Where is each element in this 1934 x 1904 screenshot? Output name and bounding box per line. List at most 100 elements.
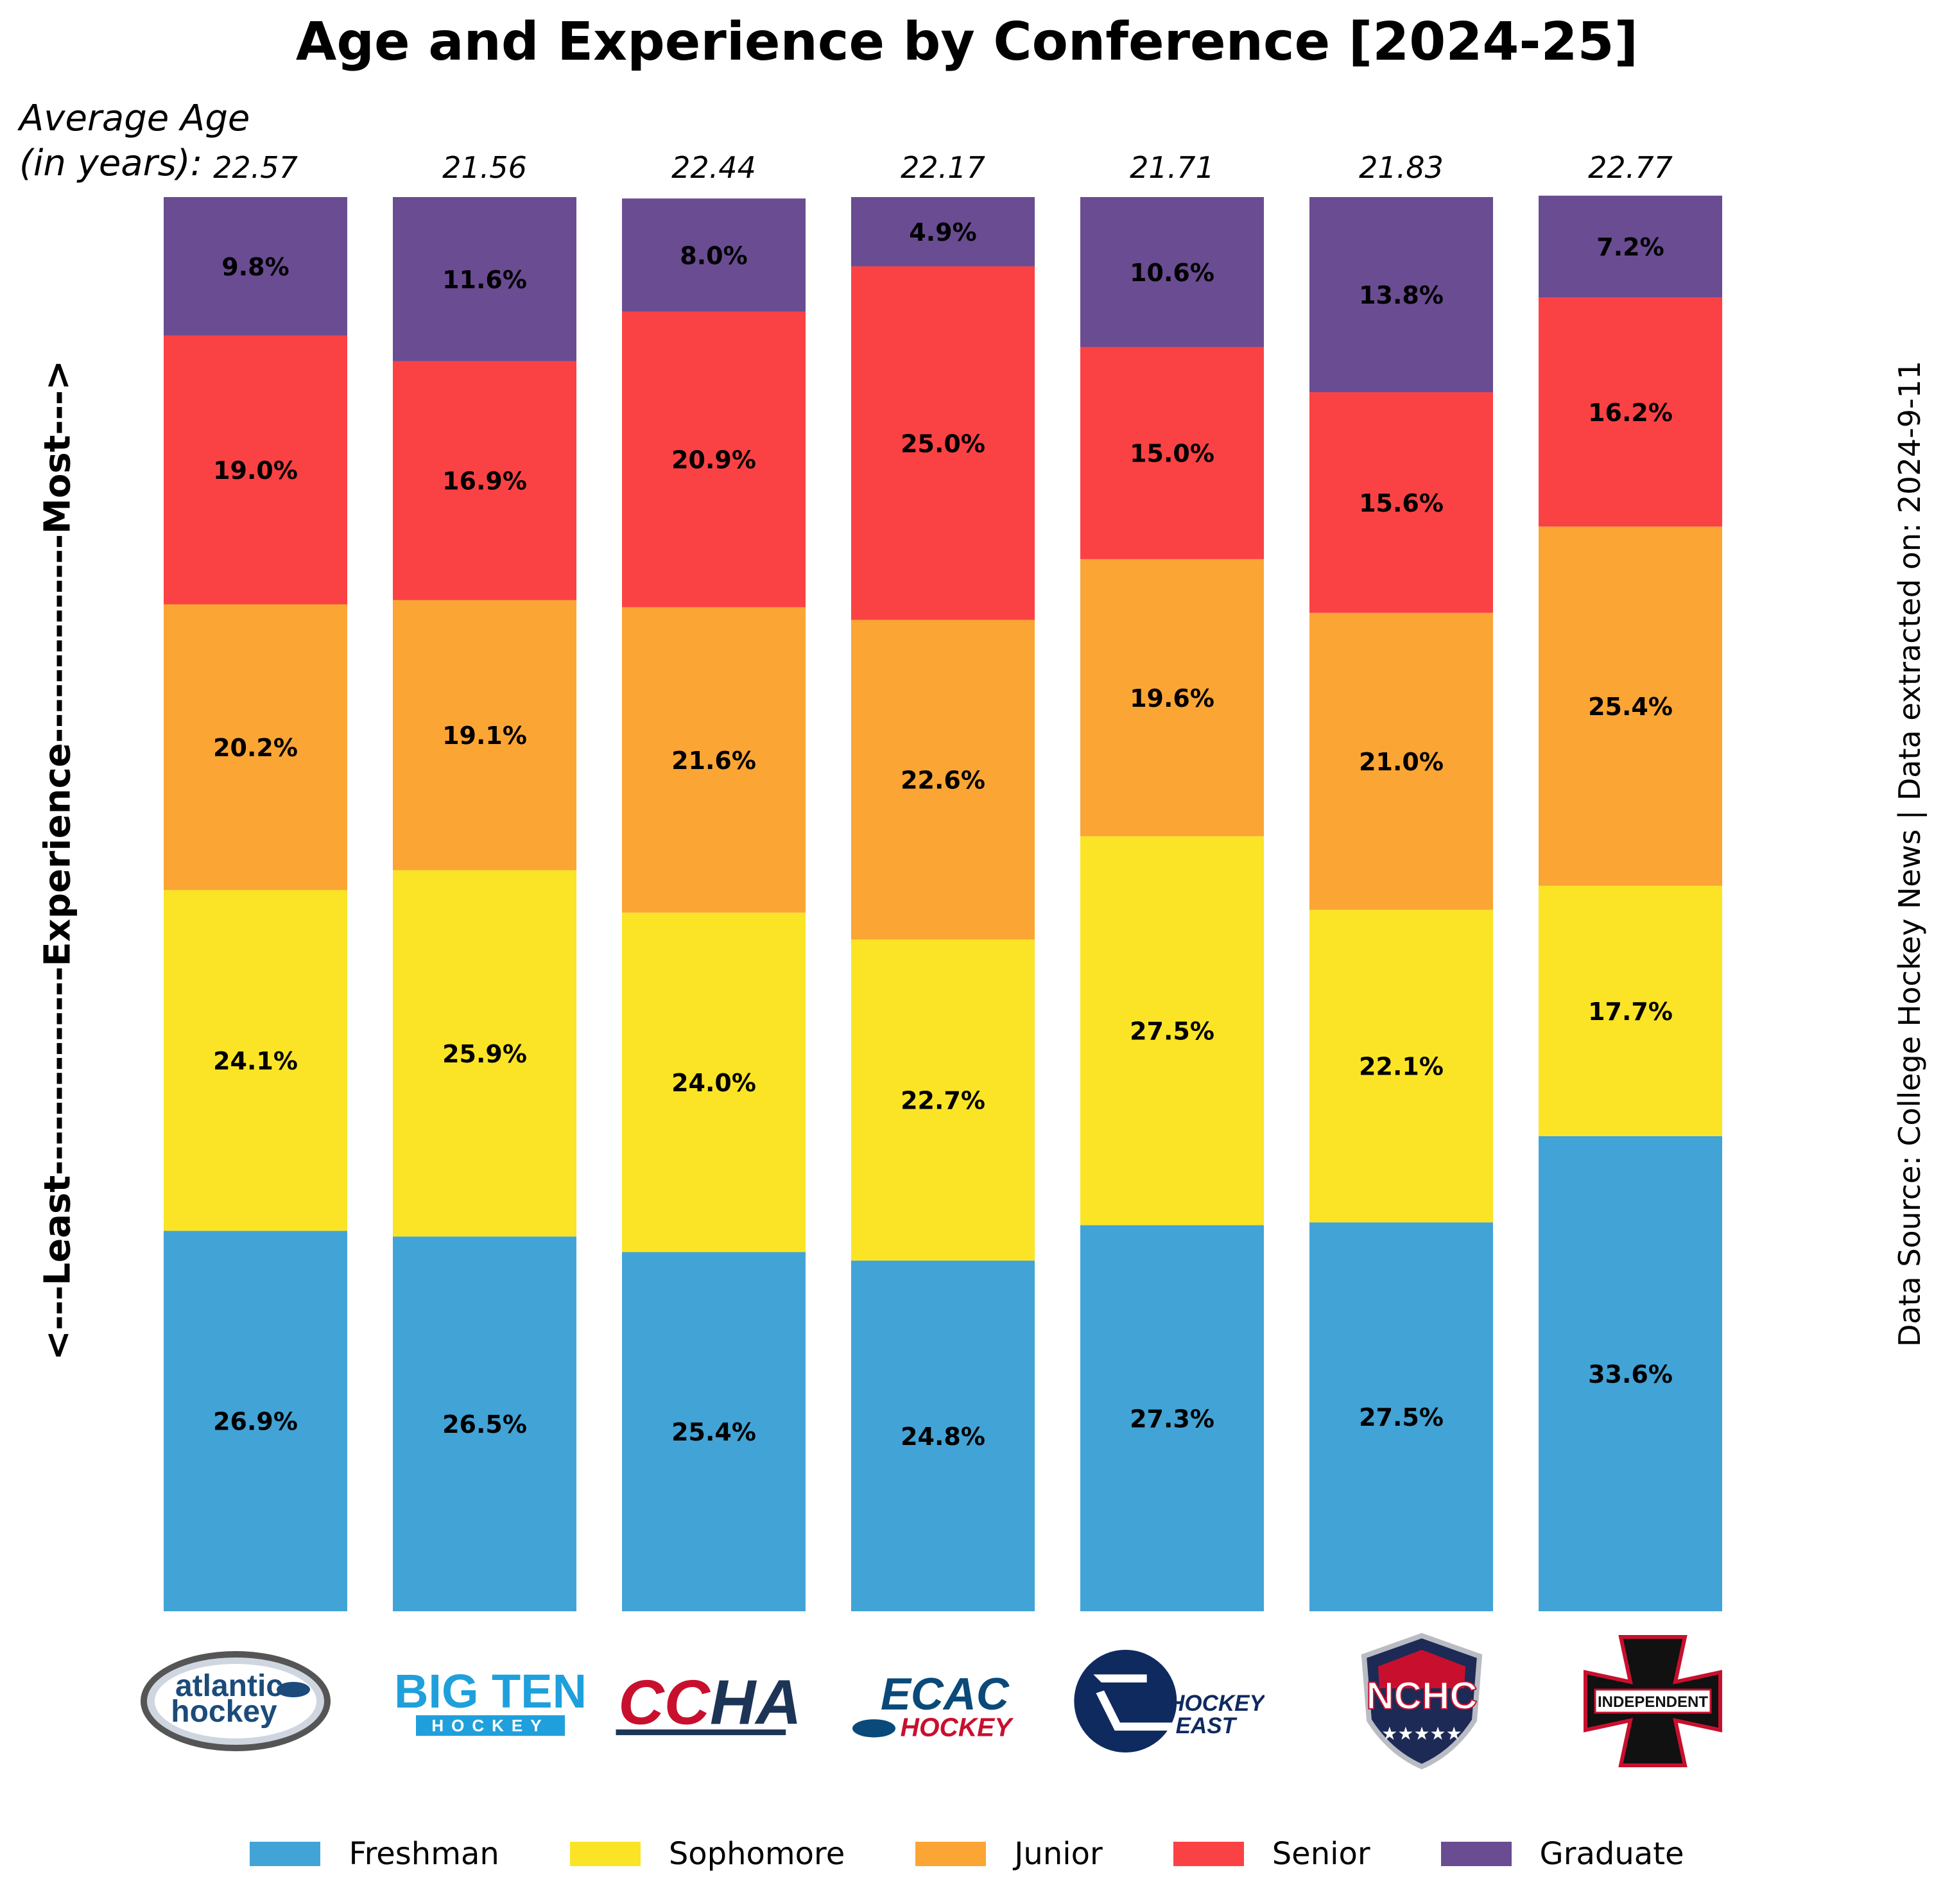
bar-segment-graduate-6	[1539, 195, 1722, 298]
average-age-value-6: 22.77	[1588, 150, 1673, 185]
hockey-east-logo-icon: HOCKEY EAST	[1074, 1650, 1265, 1753]
ecac-logo-icon: ECAC HOCKEY	[852, 1668, 1015, 1742]
average-age-value-2: 22.44	[671, 150, 756, 185]
legend-label: Senior	[1272, 1836, 1370, 1872]
bar-segment-sophomore-5	[1309, 910, 1493, 1223]
svg-text:NCHC: NCHC	[1366, 1674, 1477, 1717]
data-label-graduate-3: 4.9%	[909, 218, 976, 247]
legend-swatch	[915, 1842, 987, 1866]
bar-segment-sophomore-1	[393, 870, 576, 1237]
legend-swatch	[1440, 1842, 1512, 1866]
data-label-junior-3: 22.6%	[901, 766, 985, 795]
data-label-sophomore-0: 24.1%	[213, 1047, 298, 1075]
svg-text:atlantic: atlantic	[175, 1669, 283, 1703]
legend-swatch	[250, 1842, 321, 1866]
bar-segment-senior-0	[164, 335, 347, 605]
bar-segment-freshman-6	[1539, 1136, 1722, 1611]
data-label-senior-0: 19.0%	[213, 456, 298, 485]
data-label-graduate-1: 11.6%	[442, 266, 527, 294]
data-label-sophomore-2: 24.0%	[671, 1069, 756, 1097]
average-age-value-4: 21.71	[1130, 150, 1214, 185]
data-label-freshman-0: 26.9%	[213, 1408, 298, 1436]
bar-segment-freshman-4	[1080, 1225, 1264, 1611]
data-label-graduate-6: 7.2%	[1596, 233, 1664, 261]
legend-item-senior: Senior	[1173, 1836, 1370, 1872]
data-label-junior-0: 20.2%	[213, 734, 298, 762]
bar-segment-junior-6	[1539, 526, 1722, 886]
bar-segment-freshman-1	[393, 1236, 576, 1611]
svg-text:ECAC: ECAC	[881, 1668, 1010, 1719]
svg-text:★★★★★: ★★★★★	[1381, 1723, 1462, 1744]
legend-item-graduate: Graduate	[1440, 1836, 1684, 1872]
svg-text:BIG TEN: BIG TEN	[394, 1665, 587, 1718]
bar-segment-sophomore-2	[622, 912, 806, 1252]
data-label-graduate-0: 9.8%	[221, 253, 289, 281]
legend-label: Junior	[1014, 1836, 1103, 1872]
data-label-freshman-5: 27.5%	[1359, 1403, 1444, 1432]
average-age-value-0: 22.57	[213, 150, 298, 185]
chart-title: Age and Experience by Conference [2024-2…	[295, 12, 1639, 73]
data-label-freshman-4: 27.3%	[1130, 1405, 1214, 1433]
data-label-graduate-2: 8.0%	[680, 241, 747, 270]
data-label-senior-6: 16.2%	[1588, 399, 1673, 427]
ccha-logo-icon: CCHA	[616, 1666, 802, 1737]
data-label-senior-2: 20.9%	[671, 446, 756, 474]
atlantic-hockey-logo-icon: atlantic hockey	[141, 1651, 331, 1751]
svg-text:HOCKEY: HOCKEY	[901, 1713, 1015, 1742]
data-label-sophomore-1: 25.9%	[442, 1040, 527, 1068]
big-ten-logo-icon: BIG TEN HOCKEY	[394, 1665, 587, 1736]
bar-segment-graduate-5	[1309, 197, 1493, 393]
independent-logo-icon: INDEPENDENT	[1584, 1635, 1722, 1767]
bar-segment-sophomore-4	[1080, 836, 1264, 1225]
svg-text:CCHA: CCHA	[618, 1666, 801, 1737]
average-age-label: Average Age (in years):	[19, 98, 250, 184]
bar-segment-junior-0	[164, 604, 347, 890]
data-label-freshman-1: 26.5%	[442, 1410, 527, 1439]
data-label-sophomore-5: 22.1%	[1359, 1053, 1444, 1081]
data-label-junior-1: 19.1%	[442, 722, 527, 750]
data-label-freshman-6: 33.6%	[1588, 1360, 1673, 1389]
bar-segment-junior-3	[851, 619, 1035, 940]
svg-text:INDEPENDENT: INDEPENDENT	[1598, 1693, 1708, 1711]
bar-segment-junior-2	[622, 607, 806, 913]
data-label-sophomore-6: 17.7%	[1588, 998, 1673, 1026]
bar-segment-graduate-2	[622, 198, 806, 312]
bar-segment-freshman-3	[851, 1260, 1035, 1611]
bar-segment-junior-1	[393, 600, 576, 870]
svg-text:hockey: hockey	[171, 1695, 277, 1729]
bar-segment-senior-5	[1309, 392, 1493, 613]
data-label-junior-4: 19.6%	[1130, 684, 1214, 713]
legend-swatch	[1173, 1842, 1244, 1866]
svg-text:HOCKEY: HOCKEY	[431, 1716, 549, 1735]
data-label-freshman-3: 24.8%	[901, 1423, 985, 1451]
bar-segment-graduate-0	[164, 197, 347, 336]
data-label-freshman-2: 25.4%	[671, 1418, 756, 1446]
bar-segment-freshman-2	[622, 1252, 806, 1611]
legend: Freshman Sophomore Junior Senior Graduate	[0, 1836, 1934, 1872]
legend-item-freshman: Freshman	[250, 1836, 499, 1872]
bar-segment-graduate-3	[851, 197, 1035, 266]
legend-label: Freshman	[349, 1836, 499, 1872]
data-label-senior-4: 15.0%	[1130, 440, 1214, 468]
data-label-senior-1: 16.9%	[442, 467, 527, 496]
legend-item-sophomore: Sophomore	[569, 1836, 845, 1872]
data-label-junior-2: 21.6%	[671, 747, 756, 775]
average-age-value-5: 21.83	[1359, 150, 1444, 185]
bar-segment-sophomore-0	[164, 890, 347, 1231]
bar-segment-senior-3	[851, 266, 1035, 620]
nchc-logo-icon: NCHC ★★★★★	[1361, 1632, 1483, 1770]
legend-label: Sophomore	[668, 1836, 845, 1872]
bar-segment-sophomore-3	[851, 939, 1035, 1261]
bar-segment-graduate-1	[393, 197, 576, 361]
bar-segment-sophomore-6	[1539, 885, 1722, 1136]
bar-segment-junior-4	[1080, 558, 1264, 836]
bar-segment-graduate-4	[1080, 197, 1264, 347]
data-label-junior-5: 21.0%	[1359, 748, 1444, 776]
data-label-junior-6: 25.4%	[1588, 693, 1673, 721]
svg-text:EAST: EAST	[1176, 1713, 1238, 1738]
data-label-senior-3: 25.0%	[901, 429, 985, 458]
data-label-graduate-4: 10.6%	[1130, 259, 1214, 287]
bar-segment-freshman-0	[164, 1231, 347, 1611]
svg-text:HOCKEY: HOCKEY	[1168, 1691, 1265, 1716]
